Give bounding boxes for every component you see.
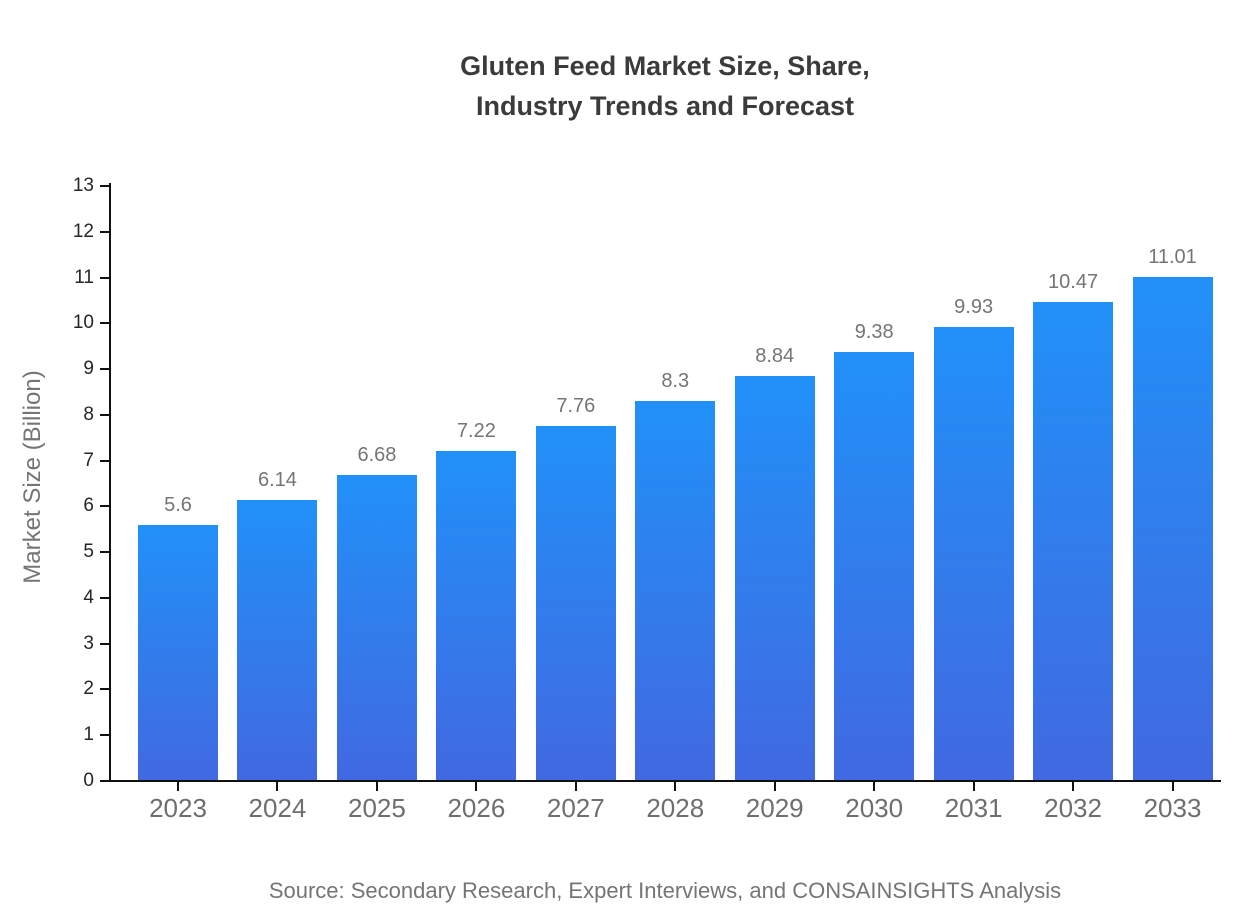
bar-value-label: 10.47 (1048, 270, 1099, 293)
bar-value-label: 9.93 (954, 295, 994, 318)
y-tick-label: 4 (83, 586, 94, 608)
bar-2024 (237, 499, 318, 780)
bar-2025 (336, 475, 417, 780)
x-tick-label: 2030 (845, 793, 904, 823)
bar-2031 (933, 326, 1014, 780)
x-tick-label: 2031 (944, 793, 1003, 823)
x-tick-label: 2024 (248, 793, 307, 823)
bar-2029 (734, 376, 815, 780)
y-axis-tick (100, 413, 109, 416)
x-axis-tick (773, 782, 776, 791)
y-axis-line (109, 183, 111, 782)
source-caption: Source: Secondary Research, Expert Inter… (268, 878, 1062, 903)
y-axis-tick (100, 230, 109, 233)
x-tick-label: 2026 (447, 793, 506, 823)
bar-2027 (535, 425, 616, 780)
chart-title-line1: Gluten Feed Market Size, Share, (460, 51, 870, 81)
x-tick-label: 2029 (745, 793, 804, 823)
bar-2030 (834, 351, 915, 780)
y-tick-label: 13 (72, 175, 94, 196)
y-axis-tick (100, 322, 109, 325)
bar-2032 (1033, 301, 1114, 780)
x-axis-tick (475, 782, 478, 791)
y-tick-label: 5 (83, 541, 94, 563)
x-axis-tick (375, 782, 378, 791)
x-tick-label: 2028 (646, 793, 705, 823)
x-tick-label: 2027 (546, 793, 605, 823)
y-tick-label: 6 (83, 495, 94, 517)
bar-value-label: 8.84 (755, 345, 795, 368)
bar-2023 (138, 524, 219, 780)
chart-title: Gluten Feed Market Size, Share, Industry… (110, 46, 1220, 126)
y-tick-label: 9 (83, 358, 94, 380)
y-axis-tick (100, 459, 109, 462)
y-tick-label: 3 (83, 632, 94, 654)
bar-value-label: 11.01 (1148, 246, 1197, 269)
chart-title-line2: Industry Trends and Forecast (475, 91, 855, 121)
x-tick-label: 2025 (348, 793, 406, 823)
y-axis-tick (100, 368, 109, 371)
y-tick-label: 12 (72, 220, 94, 242)
y-axis-tick (100, 642, 109, 645)
y-tick-label: 10 (72, 312, 94, 334)
y-tick-label: 1 (83, 724, 94, 746)
y-axis-tick (100, 276, 109, 279)
x-axis-tick (873, 782, 876, 791)
x-axis-tick (177, 782, 180, 791)
bar-value-label: 6.14 (258, 468, 297, 491)
y-tick-label: 8 (83, 403, 94, 425)
x-axis-tick (1072, 782, 1075, 791)
bar-value-label: 7.76 (556, 394, 596, 417)
y-tick-label: 11 (74, 266, 94, 288)
bar-value-label: 9.38 (854, 320, 894, 343)
y-axis-tick (100, 780, 109, 782)
x-axis-line (109, 780, 1221, 782)
x-tick-label: 2033 (1143, 793, 1202, 823)
y-tick-label: 7 (83, 449, 94, 471)
bar-2026 (436, 450, 517, 780)
y-axis-tick (100, 185, 109, 187)
x-axis-tick (674, 782, 677, 791)
y-axis-tick (100, 505, 109, 508)
bar-value-label: 7.22 (456, 419, 496, 442)
x-axis-tick (276, 782, 279, 791)
x-axis-tick (972, 782, 975, 791)
y-tick-label: 0 (83, 770, 94, 791)
y-axis-tick (100, 551, 109, 554)
y-axis-tick (100, 734, 109, 737)
bar-2028 (635, 401, 716, 780)
x-tick-label: 2023 (149, 793, 207, 823)
bar-value-label: 6.68 (357, 444, 397, 467)
bar-2033 (1132, 277, 1213, 780)
x-axis-tick (574, 782, 577, 791)
x-tick-label: 2032 (1044, 793, 1102, 823)
y-axis-tick (100, 596, 109, 599)
bar-value-label: 8.3 (661, 370, 690, 393)
x-axis-tick (1171, 782, 1174, 791)
bar-value-label: 5.6 (164, 493, 192, 516)
y-tick-label: 2 (83, 678, 94, 700)
y-axis-tick (100, 688, 109, 691)
